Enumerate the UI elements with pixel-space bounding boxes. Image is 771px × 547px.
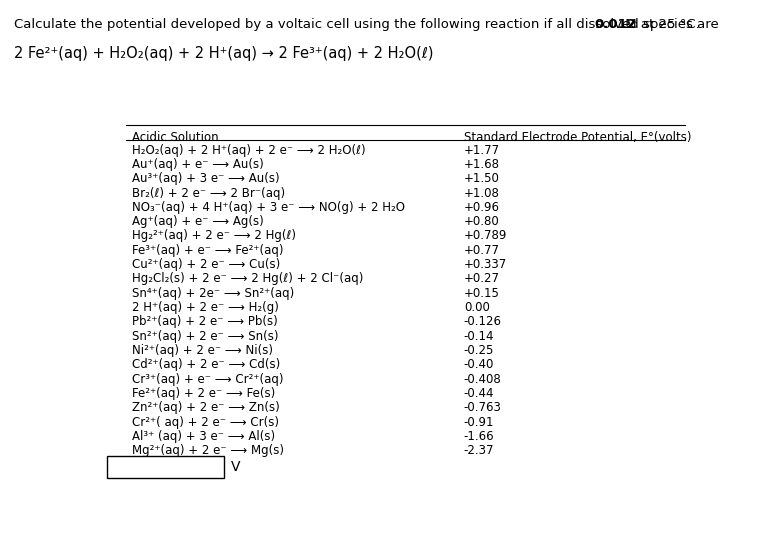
Text: +0.80: +0.80	[464, 215, 500, 228]
Text: Standard Electrode Potential, E°(volts): Standard Electrode Potential, E°(volts)	[464, 131, 692, 144]
Text: -0.91: -0.91	[464, 416, 494, 429]
Text: Cd²⁺(aq) + 2 e⁻ ⟶ Cd(s): Cd²⁺(aq) + 2 e⁻ ⟶ Cd(s)	[133, 358, 281, 371]
Text: +0.27: +0.27	[464, 272, 500, 286]
Text: Calculate the potential developed by a voltaic cell using the following reaction: Calculate the potential developed by a v…	[14, 18, 723, 31]
Text: 2 H⁺(aq) + 2 e⁻ ⟶ H₂(g): 2 H⁺(aq) + 2 e⁻ ⟶ H₂(g)	[133, 301, 279, 314]
Text: V: V	[231, 459, 241, 474]
Text: Br₂(ℓ) + 2 e⁻ ⟶ 2 Br⁻(aq): Br₂(ℓ) + 2 e⁻ ⟶ 2 Br⁻(aq)	[133, 187, 285, 200]
Text: +0.96: +0.96	[464, 201, 500, 214]
Text: +1.77: +1.77	[464, 143, 500, 156]
Text: Fe²⁺(aq) + 2 e⁻ ⟶ Fe(s): Fe²⁺(aq) + 2 e⁻ ⟶ Fe(s)	[133, 387, 275, 400]
Text: Ag⁺(aq) + e⁻ ⟶ Ag(s): Ag⁺(aq) + e⁻ ⟶ Ag(s)	[133, 215, 264, 228]
Text: Cr³⁺(aq) + e⁻ ⟶ Cr²⁺(aq): Cr³⁺(aq) + e⁻ ⟶ Cr²⁺(aq)	[133, 373, 284, 386]
Text: Au⁺(aq) + e⁻ ⟶ Au(s): Au⁺(aq) + e⁻ ⟶ Au(s)	[133, 158, 264, 171]
Text: H₂O₂(aq) + 2 H⁺(aq) + 2 e⁻ ⟶ 2 H₂O(ℓ): H₂O₂(aq) + 2 H⁺(aq) + 2 e⁻ ⟶ 2 H₂O(ℓ)	[133, 143, 366, 156]
Text: Acidic Solution: Acidic Solution	[133, 131, 219, 144]
Text: Fe³⁺(aq) + e⁻ ⟶ Fe²⁺(aq): Fe³⁺(aq) + e⁻ ⟶ Fe²⁺(aq)	[133, 244, 284, 257]
Text: +0.789: +0.789	[464, 230, 507, 242]
Text: 0.012: 0.012	[595, 18, 637, 31]
Text: -0.763: -0.763	[464, 401, 502, 414]
Text: +1.08: +1.08	[464, 187, 500, 200]
Text: Hg₂²⁺(aq) + 2 e⁻ ⟶ 2 Hg(ℓ): Hg₂²⁺(aq) + 2 e⁻ ⟶ 2 Hg(ℓ)	[133, 230, 296, 242]
Text: 0.00: 0.00	[464, 301, 490, 314]
Text: Cu²⁺(aq) + 2 e⁻ ⟶ Cu(s): Cu²⁺(aq) + 2 e⁻ ⟶ Cu(s)	[133, 258, 281, 271]
Text: Zn²⁺(aq) + 2 e⁻ ⟶ Zn(s): Zn²⁺(aq) + 2 e⁻ ⟶ Zn(s)	[133, 401, 280, 414]
Text: +1.50: +1.50	[464, 172, 500, 185]
Text: -0.14: -0.14	[464, 330, 494, 343]
Text: Mg²⁺(aq) + 2 e⁻ ⟶ Mg(s): Mg²⁺(aq) + 2 e⁻ ⟶ Mg(s)	[133, 444, 284, 457]
Text: -0.44: -0.44	[464, 387, 494, 400]
Text: -0.408: -0.408	[464, 373, 502, 386]
Text: 2 Fe²⁺(aq) + H₂O₂(aq) + 2 H⁺(aq) → 2 Fe³⁺(aq) + 2 H₂O(ℓ): 2 Fe²⁺(aq) + H₂O₂(aq) + 2 H⁺(aq) → 2 Fe³…	[14, 46, 433, 61]
Text: Pb²⁺(aq) + 2 e⁻ ⟶ Pb(s): Pb²⁺(aq) + 2 e⁻ ⟶ Pb(s)	[133, 316, 278, 328]
Text: Sn²⁺(aq) + 2 e⁻ ⟶ Sn(s): Sn²⁺(aq) + 2 e⁻ ⟶ Sn(s)	[133, 330, 279, 343]
Text: -1.66: -1.66	[464, 430, 494, 443]
Text: +1.68: +1.68	[464, 158, 500, 171]
Text: -0.25: -0.25	[464, 344, 494, 357]
Text: Sn⁴⁺(aq) + 2e⁻ ⟶ Sn²⁺(aq): Sn⁴⁺(aq) + 2e⁻ ⟶ Sn²⁺(aq)	[133, 287, 295, 300]
Text: NO₃⁻(aq) + 4 H⁺(aq) + 3 e⁻ ⟶ NO(g) + 2 H₂O: NO₃⁻(aq) + 4 H⁺(aq) + 3 e⁻ ⟶ NO(g) + 2 H…	[133, 201, 406, 214]
Text: -2.37: -2.37	[464, 444, 494, 457]
Text: M at 25 °C.: M at 25 °C.	[621, 18, 700, 31]
Text: Al³⁺ (aq) + 3 e⁻ ⟶ Al(s): Al³⁺ (aq) + 3 e⁻ ⟶ Al(s)	[133, 430, 275, 443]
Text: -0.126: -0.126	[464, 316, 502, 328]
Text: Ni²⁺(aq) + 2 e⁻ ⟶ Ni(s): Ni²⁺(aq) + 2 e⁻ ⟶ Ni(s)	[133, 344, 273, 357]
Text: +0.15: +0.15	[464, 287, 500, 300]
Text: -0.40: -0.40	[464, 358, 494, 371]
Text: +0.337: +0.337	[464, 258, 507, 271]
Bar	[107, 456, 224, 478]
Text: Hg₂Cl₂(s) + 2 e⁻ ⟶ 2 Hg(ℓ) + 2 Cl⁻(aq): Hg₂Cl₂(s) + 2 e⁻ ⟶ 2 Hg(ℓ) + 2 Cl⁻(aq)	[133, 272, 364, 286]
Text: Au³⁺(aq) + 3 e⁻ ⟶ Au(s): Au³⁺(aq) + 3 e⁻ ⟶ Au(s)	[133, 172, 280, 185]
Text: +0.77: +0.77	[464, 244, 500, 257]
Text: Cr²⁺( aq) + 2 e⁻ ⟶ Cr(s): Cr²⁺( aq) + 2 e⁻ ⟶ Cr(s)	[133, 416, 279, 429]
